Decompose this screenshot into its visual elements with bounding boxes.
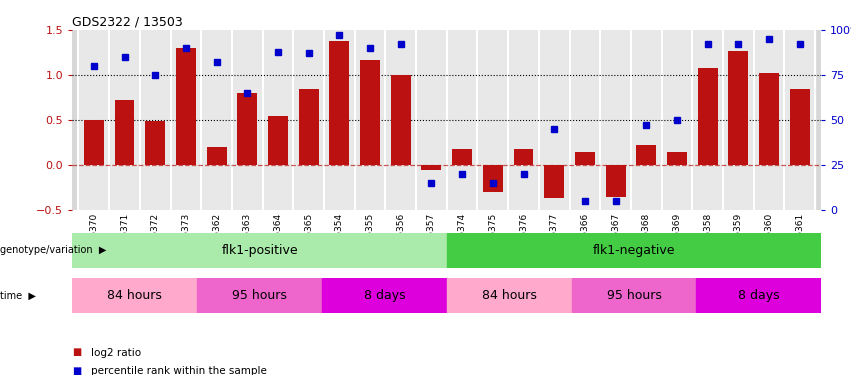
Text: percentile rank within the sample: percentile rank within the sample <box>91 366 267 375</box>
Bar <box>452 149 472 165</box>
Bar <box>72 278 197 313</box>
Bar <box>176 48 196 165</box>
Bar <box>232 30 263 210</box>
Bar <box>728 51 748 165</box>
Bar <box>790 89 809 165</box>
Text: genotype/variation  ▶: genotype/variation ▶ <box>0 245 106 255</box>
Bar <box>294 30 324 210</box>
Bar <box>513 149 534 165</box>
Text: 95 hours: 95 hours <box>232 289 287 302</box>
Bar <box>299 88 318 165</box>
Bar <box>508 30 539 210</box>
Bar <box>237 93 257 165</box>
Bar <box>631 30 661 210</box>
Bar <box>197 278 322 313</box>
Text: 8 days: 8 days <box>738 289 780 302</box>
Bar <box>268 116 288 165</box>
Bar <box>170 30 201 210</box>
Bar <box>785 30 815 210</box>
Text: flk1-negative: flk1-negative <box>593 244 675 257</box>
Bar <box>355 30 386 210</box>
Bar <box>698 68 717 165</box>
Bar <box>386 30 416 210</box>
Bar <box>201 30 232 210</box>
Bar <box>447 30 477 210</box>
Bar <box>477 30 508 210</box>
Text: 84 hours: 84 hours <box>482 289 537 302</box>
Bar <box>606 165 625 196</box>
Bar <box>447 278 572 313</box>
Bar <box>207 147 226 165</box>
Bar <box>447 232 821 268</box>
Text: 95 hours: 95 hours <box>607 289 661 302</box>
Text: flk1-positive: flk1-positive <box>221 244 298 257</box>
Bar <box>322 278 447 313</box>
Bar <box>146 121 165 165</box>
Text: ■: ■ <box>72 348 82 357</box>
Bar <box>115 100 134 165</box>
Bar <box>572 278 696 313</box>
Bar <box>416 30 447 210</box>
Bar <box>109 30 140 210</box>
Bar <box>329 41 349 165</box>
Bar <box>360 60 380 165</box>
Bar <box>575 152 595 165</box>
Bar <box>569 30 600 210</box>
Text: log2 ratio: log2 ratio <box>91 348 141 357</box>
Bar <box>661 30 693 210</box>
Bar <box>693 30 723 210</box>
Text: ■: ■ <box>72 366 82 375</box>
Bar <box>140 30 170 210</box>
Bar <box>78 30 109 210</box>
Bar <box>263 30 294 210</box>
Bar <box>696 278 821 313</box>
Bar <box>324 30 355 210</box>
Bar <box>667 152 687 165</box>
Bar <box>754 30 785 210</box>
Text: 84 hours: 84 hours <box>107 289 163 302</box>
Bar <box>72 232 447 268</box>
Bar <box>759 73 779 165</box>
Text: 8 days: 8 days <box>363 289 405 302</box>
Bar <box>600 30 631 210</box>
Bar <box>84 120 104 165</box>
Bar <box>483 165 503 192</box>
Text: GDS2322 / 13503: GDS2322 / 13503 <box>72 16 183 29</box>
Bar <box>723 30 754 210</box>
Bar <box>637 145 656 165</box>
Bar <box>421 165 442 170</box>
Bar <box>545 165 564 198</box>
Bar <box>391 75 411 165</box>
Bar <box>539 30 569 210</box>
Text: time  ▶: time ▶ <box>0 290 36 300</box>
